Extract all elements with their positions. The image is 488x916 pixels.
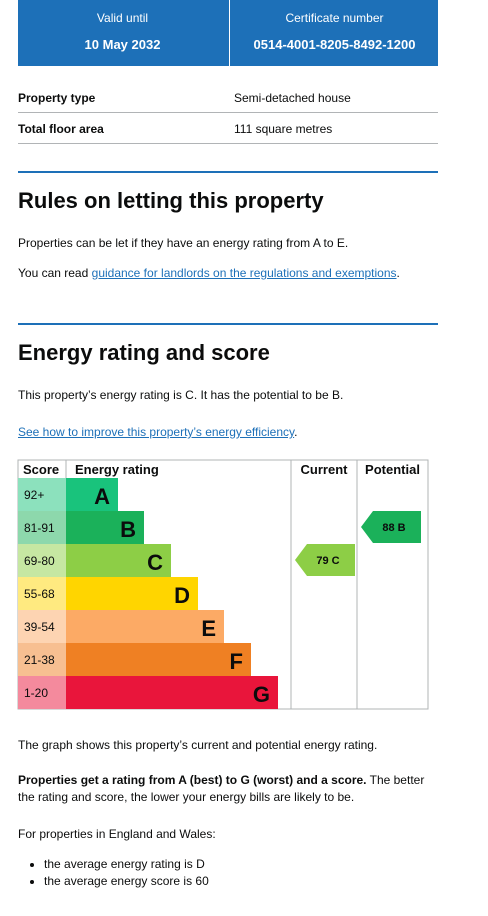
value: 0514-4001-8205-8492-1200: [253, 37, 416, 52]
label: Valid until: [96, 11, 149, 25]
band-letter: D: [174, 583, 190, 608]
band-score: 21-38: [24, 653, 55, 667]
detail-row: Property type Semi-detached house: [18, 82, 438, 113]
band-letter: A: [94, 484, 110, 509]
energy-graph: Score Energy rating Current Potential 92+ A 81…: [17, 459, 429, 710]
score-cell: [18, 478, 66, 511]
label: Certificate number: [285, 11, 384, 25]
rating-bar: [66, 610, 224, 643]
rating-bar: [66, 577, 198, 610]
band-score: 92+: [24, 488, 44, 502]
section-rule: [18, 323, 438, 325]
band-score: 55-68: [24, 587, 55, 601]
band: B: [398, 522, 406, 534]
band: C: [332, 555, 340, 567]
column-header: Current: [301, 462, 349, 477]
rating-bar: [66, 643, 251, 676]
potential-label: 88 B: [382, 522, 405, 534]
text: .: [396, 266, 400, 280]
score: 88: [382, 522, 394, 534]
rating-bar: [66, 511, 144, 544]
paragraph: You can read guidance for landlords on t…: [18, 265, 428, 282]
score-cell: [18, 511, 66, 544]
score: 79: [316, 555, 328, 567]
current-arrow: [295, 544, 355, 576]
band-score: 69-80: [24, 554, 55, 568]
text: You can read: [18, 266, 89, 280]
score-cell: [18, 610, 66, 643]
paragraph: The graph shows this property’s current …: [18, 738, 378, 752]
rating-bar: [66, 544, 171, 577]
rating-bar: [66, 478, 118, 511]
link[interactable]: guidance for landlords on the regulation…: [91, 266, 397, 280]
band-letter: F: [230, 649, 243, 674]
column-header: Score: [23, 462, 59, 477]
value: 111 square metres: [234, 122, 333, 136]
detail-row: Total floor area 111 square metres: [18, 113, 438, 144]
bullet: the average energy rating is D: [44, 856, 209, 873]
score-cell: [18, 676, 66, 709]
paragraph: For properties in England and Wales:: [18, 827, 216, 841]
bullet-list: the average energy rating is Dthe averag…: [18, 856, 209, 890]
text: .: [294, 425, 298, 439]
column-header: Potential: [365, 462, 420, 477]
potential-arrow: [361, 511, 421, 543]
key: Total floor area: [18, 122, 104, 136]
valid-cell: Valid until 10 May 2032: [18, 0, 227, 66]
text: The better the rating and score, the low…: [18, 773, 425, 804]
band-letter: E: [201, 616, 216, 641]
band-letter: G: [253, 682, 270, 707]
paragraph: Properties can be let if they have an en…: [18, 236, 349, 250]
paragraph: This property’s energy rating is C. It h…: [18, 388, 344, 402]
band-score: 81-91: [24, 521, 55, 535]
band-letter: B: [120, 517, 136, 542]
bold-text: Properties get a rating from A (best) to…: [18, 773, 367, 787]
score-cell: [18, 643, 66, 676]
section-rule: [18, 171, 438, 173]
rating-bar: [66, 676, 278, 709]
column-header: Energy rating: [75, 462, 159, 477]
paragraph: Properties get a rating from A (best) to…: [18, 772, 428, 806]
summary-banner: Valid until 10 May 2032 Certificate numbe…: [18, 0, 438, 66]
score-cell: [18, 544, 66, 577]
bullet: the average energy score is 60: [44, 873, 209, 890]
band-score: 1-20: [24, 686, 48, 700]
heading: Energy rating and score: [18, 340, 270, 365]
heading: Rules on letting this property: [18, 188, 324, 213]
current-label: 79 C: [316, 555, 339, 567]
score-cell: [18, 577, 66, 610]
value: 10 May 2032: [84, 37, 161, 52]
paragraph: See how to improve this property’s energ…: [18, 424, 428, 441]
certificate-cell: Certificate number 0514-4001-8205-8492-12…: [229, 0, 439, 66]
band-letter: C: [147, 550, 163, 575]
key: Property type: [18, 91, 96, 105]
value: Semi-detached house: [234, 91, 351, 105]
link[interactable]: See how to improve this property’s energ…: [18, 425, 295, 439]
band-score: 39-54: [24, 620, 55, 634]
